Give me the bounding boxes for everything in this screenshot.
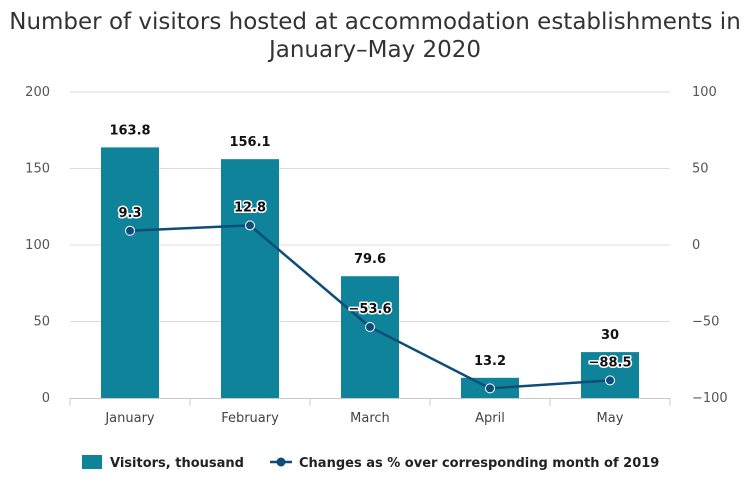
legend-bar-swatch	[82, 455, 102, 469]
y-right-tick-label: −50	[692, 315, 719, 330]
bar-value-label: 163.8	[109, 123, 150, 138]
y-left-tick-label: 100	[25, 238, 50, 253]
bar	[101, 147, 159, 398]
y-right-tick-label: 100	[692, 85, 717, 100]
legend-line-label: Changes as % over corresponding month of…	[299, 456, 659, 471]
bar-value-label: 30	[601, 328, 619, 343]
line-point	[365, 322, 375, 333]
chart-title: Number of visitors hosted at accommodati…	[9, 9, 741, 63]
bar-value-label: 79.6	[354, 252, 386, 267]
x-tick-label: February	[221, 411, 279, 426]
bar-value-label: 156.1	[229, 135, 270, 150]
y-left-tick-label: 200	[25, 85, 50, 100]
y-left-tick-label: 0	[42, 391, 50, 406]
line-point	[485, 383, 495, 394]
y-left-tick-label: 150	[25, 162, 50, 177]
bar	[221, 159, 279, 398]
bar	[581, 352, 639, 398]
line-value-label: −53.6	[349, 302, 392, 317]
line-point	[125, 225, 135, 236]
legend-line-marker	[276, 457, 286, 467]
line-value-label: 12.8	[234, 200, 266, 215]
x-tick-label: April	[475, 411, 505, 426]
legend-bar-label: Visitors, thousand	[110, 456, 244, 471]
bar-value-label: 13.2	[474, 354, 506, 369]
line-value-label: 9.3	[118, 206, 141, 221]
x-tick-label: January	[104, 411, 155, 426]
y-right-tick-label: −100	[692, 391, 728, 406]
x-tick-label: May	[597, 411, 624, 426]
line-value-label: −88.5	[589, 355, 632, 370]
y-right-tick-label: 0	[692, 238, 700, 253]
y-left-tick-label: 50	[33, 315, 50, 330]
y-right-tick-label: 50	[692, 162, 709, 177]
x-tick-label: March	[350, 411, 390, 426]
line-point	[245, 220, 255, 231]
line-point	[605, 375, 615, 386]
